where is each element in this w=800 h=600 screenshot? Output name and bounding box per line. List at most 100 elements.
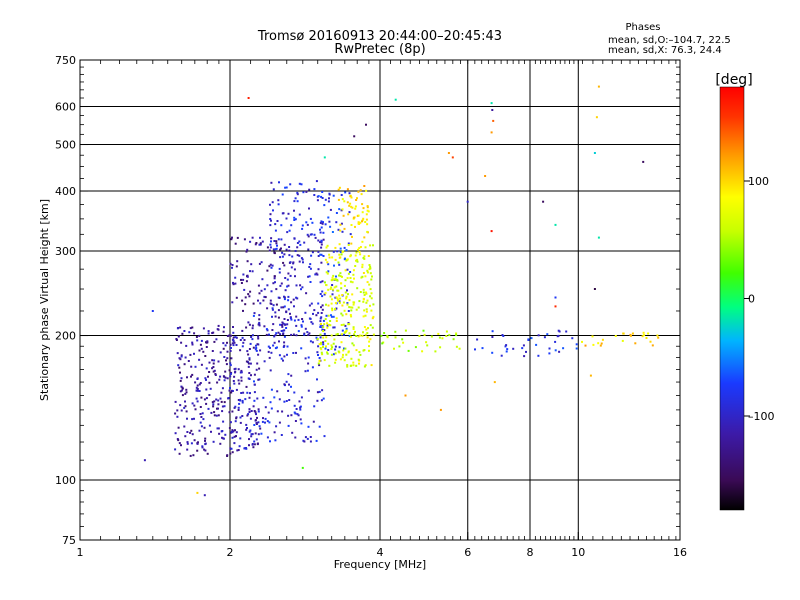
- data-point: [207, 330, 210, 333]
- data-point: [525, 350, 527, 353]
- data-point: [228, 389, 231, 392]
- data-point: [324, 281, 326, 284]
- data-point: [301, 227, 304, 230]
- data-point: [294, 420, 297, 422]
- data-point: [258, 425, 261, 428]
- data-point: [283, 323, 286, 326]
- data-point: [362, 315, 365, 318]
- data-point: [280, 357, 283, 360]
- data-point: [300, 325, 303, 328]
- data-point: [221, 405, 224, 408]
- data-point: [319, 336, 322, 339]
- data-point: [348, 204, 351, 207]
- data-point: [293, 391, 296, 394]
- data-point: [315, 314, 318, 317]
- data-point: [270, 240, 272, 243]
- data-point: [327, 216, 330, 219]
- data-point: [324, 292, 327, 295]
- data-point: [268, 249, 271, 252]
- data-point: [330, 302, 333, 305]
- data-point: [289, 312, 291, 315]
- data-point: [293, 209, 295, 212]
- data-point: [308, 332, 311, 335]
- data-point: [359, 189, 362, 192]
- data-point: [280, 247, 282, 250]
- data-point: [269, 346, 271, 349]
- data-point: [318, 357, 321, 359]
- data-point: [222, 342, 225, 345]
- data-point: [271, 201, 274, 204]
- data-point: [371, 326, 374, 329]
- data-point: [301, 318, 304, 320]
- data-point: [341, 294, 344, 296]
- data-point: [296, 193, 299, 196]
- data-point: [364, 275, 367, 278]
- data-point: [350, 315, 353, 318]
- data-point: [180, 409, 183, 412]
- data-point: [204, 439, 206, 442]
- data-point: [357, 358, 360, 361]
- data-point: [346, 277, 349, 280]
- data-point: [234, 429, 236, 432]
- data-point: [334, 352, 337, 355]
- data-point: [394, 330, 397, 333]
- data-point: [273, 396, 276, 399]
- data-point: [211, 367, 214, 370]
- data-point: [205, 346, 208, 348]
- data-point: [333, 286, 336, 289]
- data-point: [492, 119, 495, 122]
- data-point: [290, 385, 292, 388]
- data-point: [257, 299, 259, 302]
- data-point: [234, 371, 236, 374]
- data-point: [278, 421, 281, 424]
- data-point: [328, 253, 331, 256]
- data-point: [342, 323, 345, 326]
- data-point: [213, 369, 216, 372]
- data-point: [326, 272, 329, 275]
- data-point: [262, 417, 264, 420]
- data-point: [284, 277, 287, 279]
- data-point: [369, 295, 372, 298]
- data-point: [319, 320, 322, 323]
- data-point: [180, 444, 182, 447]
- data-point: [316, 378, 318, 381]
- data-point: [361, 275, 364, 278]
- data-point: [288, 399, 291, 401]
- data-point: [274, 229, 277, 232]
- data-point: [185, 344, 188, 347]
- data-point: [327, 304, 330, 307]
- data-point: [274, 347, 277, 350]
- data-point: [313, 233, 316, 236]
- data-point: [439, 346, 442, 349]
- data-point: [353, 135, 356, 138]
- data-point: [196, 449, 199, 452]
- data-point: [204, 355, 207, 357]
- data-point: [231, 436, 234, 439]
- data-point: [298, 240, 301, 243]
- data-point: [299, 406, 302, 409]
- data-point: [248, 357, 251, 360]
- data-point: [238, 382, 241, 385]
- data-point: [198, 383, 201, 386]
- data-point: [320, 341, 322, 344]
- data-point: [502, 335, 505, 337]
- data-point: [215, 398, 218, 401]
- data-point: [252, 346, 255, 349]
- data-point: [217, 407, 219, 410]
- data-point: [393, 347, 395, 350]
- data-point: [322, 238, 325, 241]
- data-point: [263, 325, 266, 328]
- data-point: [310, 321, 313, 324]
- data-point: [643, 334, 646, 337]
- data-point: [345, 313, 348, 316]
- data-point: [337, 298, 340, 301]
- data-point: [369, 272, 372, 275]
- data-point: [253, 410, 256, 412]
- data-point: [365, 218, 368, 221]
- data-point: [334, 302, 337, 305]
- data-point: [228, 369, 231, 372]
- plot-area: 1 2 4 6 8 10 16 75 100 200 300 400 500 600 750: [55, 54, 687, 559]
- data-point: [237, 399, 240, 401]
- data-point: [328, 220, 331, 223]
